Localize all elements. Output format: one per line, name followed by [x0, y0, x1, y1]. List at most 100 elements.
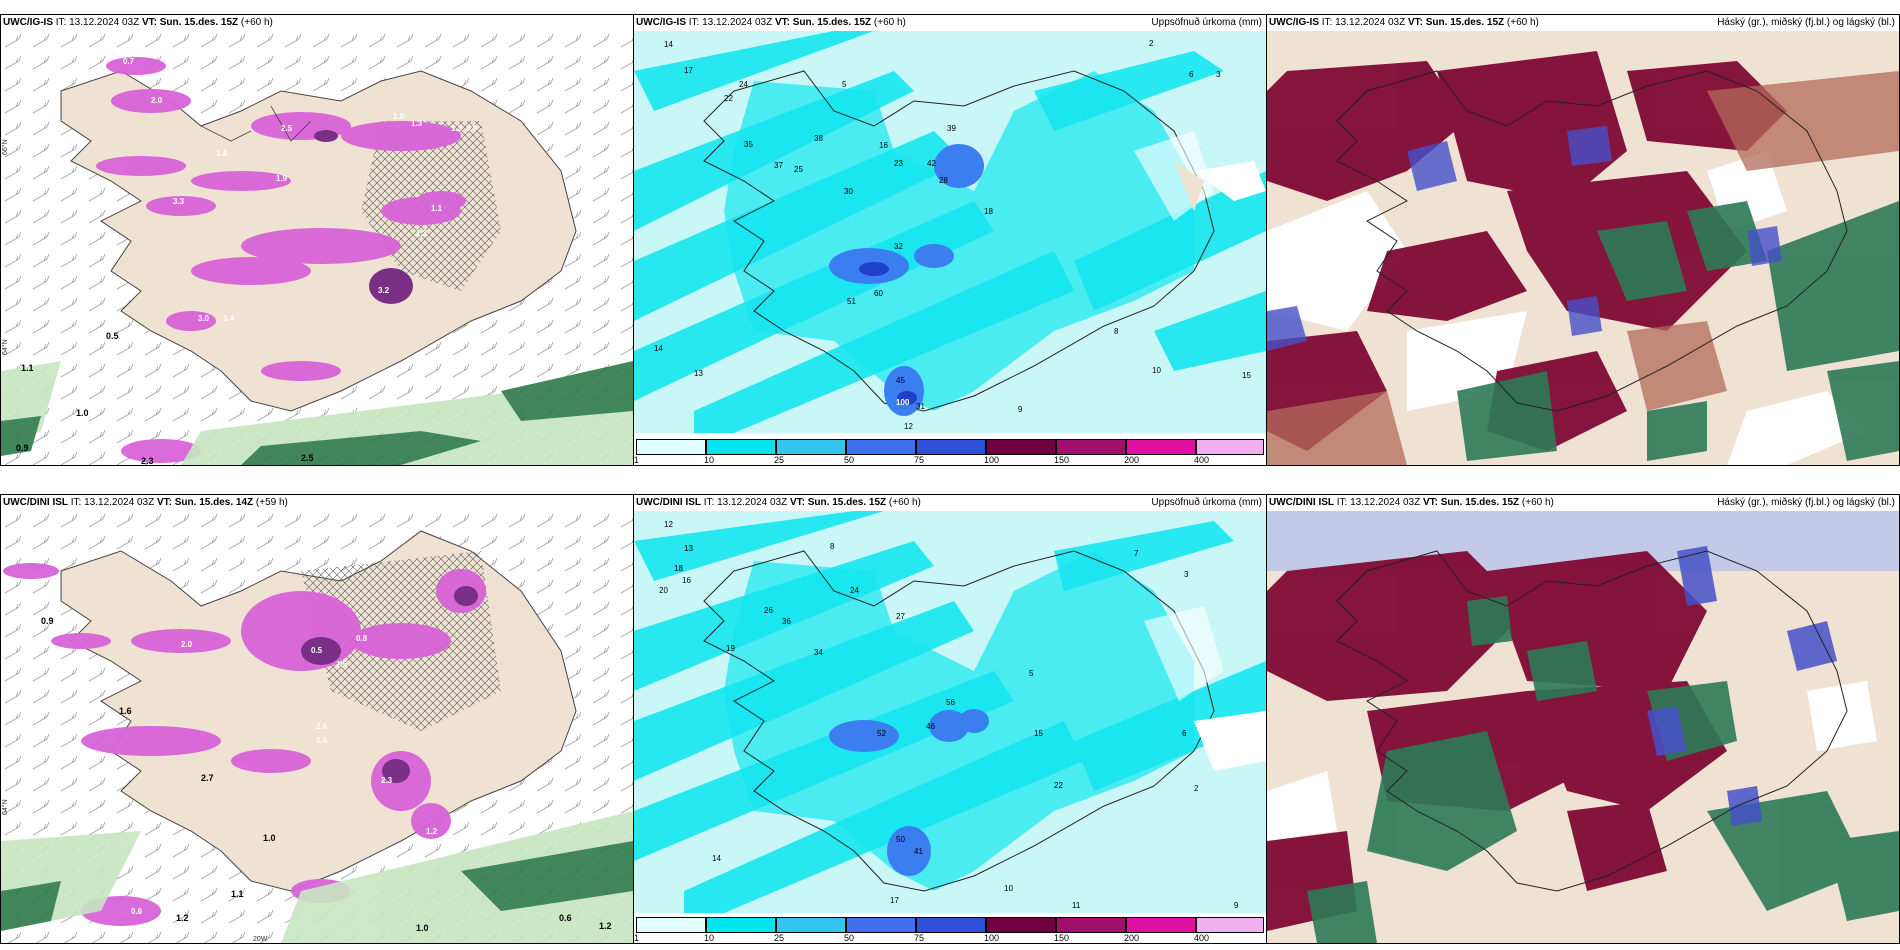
svg-text:2.5: 2.5 [281, 124, 293, 133]
svg-text:1.1: 1.1 [231, 889, 244, 899]
panel-subtitle: Uppsöfnuð úrkoma (mm) [1151, 497, 1262, 508]
svg-text:1.1: 1.1 [21, 363, 34, 373]
legend-swatch [1196, 917, 1264, 933]
legend-swatch [846, 439, 916, 455]
svg-text:42: 42 [927, 159, 936, 168]
svg-text:0.8: 0.8 [356, 634, 368, 643]
svg-text:3.3: 3.3 [173, 197, 185, 206]
svg-text:23: 23 [894, 159, 903, 168]
svg-text:2.3: 2.3 [141, 456, 154, 465]
legend-tick: 200 [1124, 455, 1140, 465]
legend-swatch [986, 917, 1056, 933]
svg-text:41: 41 [914, 847, 923, 856]
svg-text:37: 37 [774, 161, 783, 170]
svg-text:0.6: 0.6 [559, 913, 572, 923]
precipitation-map: 12 13 18 16 20 26 36 19 24 27 34 52 46 5… [634, 511, 1266, 913]
svg-text:1.3: 1.3 [451, 124, 463, 133]
legend-tick: 400 [1194, 455, 1210, 465]
svg-text:9: 9 [1018, 405, 1023, 414]
svg-text:52: 52 [877, 729, 886, 738]
legend-swatch [706, 917, 776, 933]
precip-labels: 14 17 22 24 38 35 37 25 30 16 39 23 42 3… [654, 39, 1251, 431]
svg-text:1.4: 1.4 [216, 149, 228, 158]
panel-bot-mid: UWC/DINI ISL IT: 13.12.2024 03Z VT: Sun.… [633, 494, 1267, 944]
svg-text:39: 39 [947, 124, 956, 133]
svg-text:1.0: 1.0 [416, 923, 429, 933]
panel-header: UWC/DINI ISL IT: 13.12.2024 03Z VT: Sun.… [1269, 497, 1554, 508]
svg-text:13: 13 [684, 544, 693, 553]
svg-text:16: 16 [879, 141, 888, 150]
svg-text:38: 38 [814, 134, 823, 143]
legend-swatch [916, 917, 986, 933]
svg-text:3: 3 [1216, 70, 1221, 79]
coastline [703, 70, 1215, 412]
svg-text:22: 22 [724, 94, 733, 103]
legend-swatch [636, 439, 706, 455]
legend-tick: 1 [634, 455, 640, 465]
svg-text:1.9: 1.9 [276, 174, 288, 183]
svg-text:3.3: 3.3 [13, 600, 25, 609]
svg-text:26: 26 [764, 606, 773, 615]
legend-tick: 100 [984, 455, 1000, 465]
svg-text:2.6: 2.6 [316, 722, 328, 731]
legend-tick: 50 [844, 455, 855, 465]
svg-text:3.4: 3.4 [223, 314, 235, 323]
svg-text:17: 17 [890, 896, 899, 905]
panel-subtitle: Háský (gr.), miðský (fj.bl.) og lágský (… [1717, 17, 1895, 28]
svg-text:20W: 20W [253, 936, 268, 943]
legend-tick: 75 [914, 455, 925, 465]
legend-tick: 100 [984, 933, 1000, 943]
svg-text:18: 18 [674, 564, 683, 573]
svg-text:36: 36 [782, 617, 791, 626]
svg-text:14: 14 [712, 854, 721, 863]
svg-text:19: 19 [726, 644, 735, 653]
legend-swatch [846, 917, 916, 933]
svg-text:2.5: 2.5 [301, 453, 314, 463]
panel-header: UWC/IG-IS IT: 13.12.2024 03Z VT: Sun. 15… [1269, 17, 1539, 28]
svg-text:16: 16 [682, 576, 691, 585]
legend-swatch [1056, 917, 1126, 933]
svg-text:0.6: 0.6 [131, 907, 143, 916]
legend-swatch [1126, 439, 1196, 455]
svg-text:15: 15 [1034, 729, 1043, 738]
svg-text:8: 8 [830, 542, 835, 551]
svg-text:1.0: 1.0 [393, 112, 405, 121]
svg-text:64°N: 64°N [1, 799, 9, 815]
legend-tick: 150 [1054, 933, 1070, 943]
svg-text:12: 12 [904, 422, 913, 431]
precip-legend: 1 10 25 50 75 100 150 200 400 [634, 437, 1266, 465]
svg-text:6: 6 [1182, 729, 1187, 738]
mid-clouds [1267, 126, 1782, 351]
panel-bot-right: UWC/DINI ISL IT: 13.12.2024 03Z VT: Sun.… [1266, 494, 1900, 944]
legend-swatch [916, 439, 986, 455]
svg-text:2: 2 [1149, 39, 1154, 48]
legend-swatch [986, 439, 1056, 455]
panel-header: UWC/DINI ISL IT: 13.12.2024 03Z VT: Sun.… [3, 497, 288, 508]
legend-swatch [1056, 439, 1126, 455]
svg-text:24: 24 [850, 586, 859, 595]
svg-text:2.3: 2.3 [381, 776, 393, 785]
svg-text:1.2: 1.2 [176, 913, 189, 923]
svg-text:46: 46 [926, 722, 935, 731]
svg-text:34: 34 [814, 648, 823, 657]
svg-text:0.5: 0.5 [71, 929, 83, 938]
precip-legend: 1 10 25 50 75 100 150 200 400 [634, 915, 1266, 943]
legend-tick: 75 [914, 933, 925, 943]
legend-swatch [706, 439, 776, 455]
svg-text:2.0: 2.0 [181, 640, 193, 649]
svg-text:10: 10 [1004, 884, 1013, 893]
svg-text:3.0: 3.0 [198, 314, 210, 323]
svg-text:24: 24 [739, 80, 748, 89]
legend-swatch [636, 917, 706, 933]
svg-text:9: 9 [1234, 901, 1239, 910]
svg-text:0.9: 0.9 [466, 124, 478, 133]
svg-text:35: 35 [744, 140, 753, 149]
legend-tick: 150 [1054, 455, 1070, 465]
svg-text:0.5: 0.5 [106, 331, 119, 341]
svg-text:64°N: 64°N [1, 339, 9, 355]
svg-text:32: 32 [894, 242, 903, 251]
svg-text:15: 15 [1242, 371, 1251, 380]
legend-swatch [1196, 439, 1264, 455]
svg-text:1.0: 1.0 [76, 408, 89, 418]
svg-text:20: 20 [659, 586, 668, 595]
